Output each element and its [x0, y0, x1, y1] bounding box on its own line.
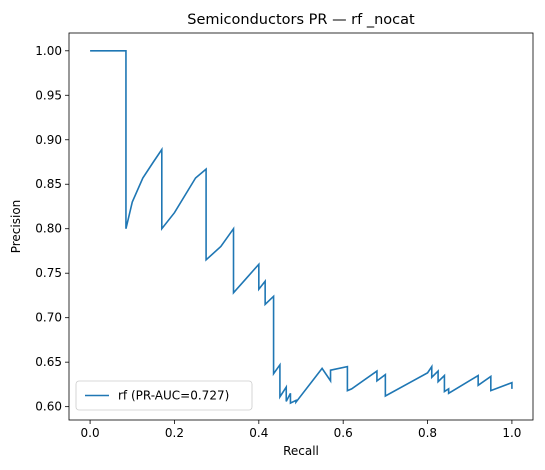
x-tick-label: 0.6 — [334, 426, 353, 440]
legend: rf (PR-AUC=0.727) — [75, 380, 253, 411]
x-axis-title: Recall — [283, 444, 319, 458]
y-tick-label: 0.75 — [35, 266, 62, 280]
plot-frame — [68, 32, 534, 421]
y-tick-label: 0.70 — [35, 311, 62, 325]
chart-title: Semiconductors PR — rf _nocat — [187, 12, 415, 28]
x-tick-label: 0.4 — [249, 426, 268, 440]
legend-label: rf (PR-AUC=0.727) — [118, 389, 229, 403]
y-tick-label: 0.95 — [35, 88, 62, 102]
series-layer — [90, 49, 513, 405]
x-tick-label: 0.2 — [165, 426, 184, 440]
y-tick-label: 0.80 — [35, 222, 62, 236]
legend-box — [75, 380, 253, 411]
y-tick-label: 1.00 — [35, 44, 62, 58]
x-tick-label: 0.0 — [81, 426, 100, 440]
y-axis-ticks: 0.60 0.65 0.70 0.75 0.80 0.85 0.90 0.95 1.00 — [35, 44, 69, 414]
y-tick-label: 0.85 — [35, 177, 62, 191]
x-tick-label: 1.0 — [502, 426, 521, 440]
y-tick-label: 0.65 — [35, 355, 62, 369]
y-axis-title: Precision — [9, 200, 23, 254]
plot-border — [68, 32, 534, 421]
series-line-0 — [90, 49, 513, 405]
y-tick-label: 0.60 — [35, 400, 62, 414]
x-tick-label: 0.8 — [418, 426, 437, 440]
y-tick-label: 0.90 — [35, 133, 62, 147]
x-axis-ticks: 0.0 0.2 0.4 0.6 0.8 1.0 — [81, 420, 521, 440]
